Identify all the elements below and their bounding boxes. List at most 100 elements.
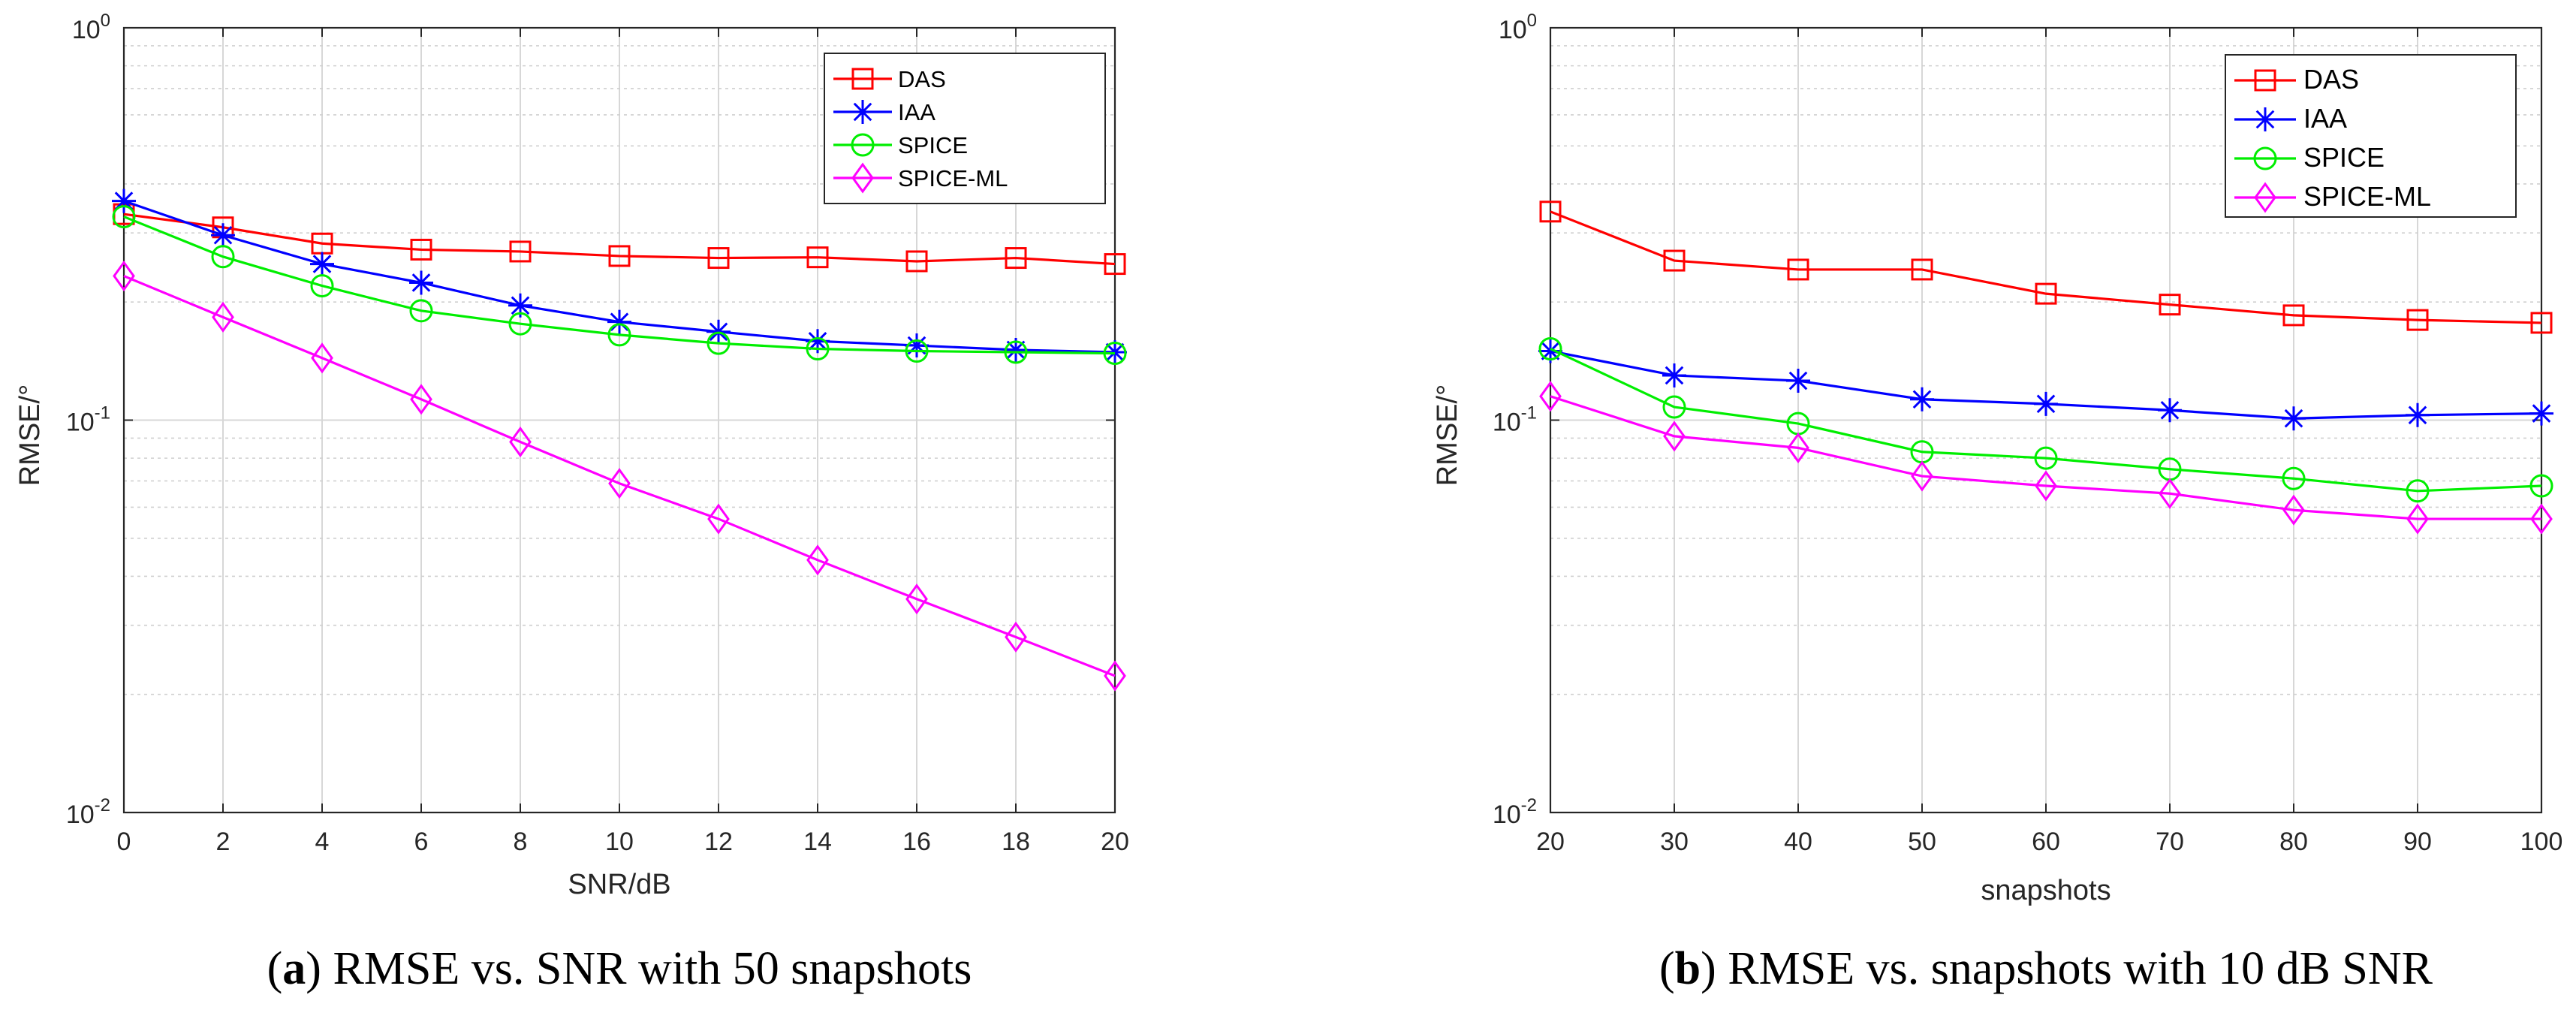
series-line-das (1550, 210, 2542, 324)
legend-label-das: DAS (898, 66, 946, 92)
data-point-das (905, 250, 928, 273)
x-axis-label: SNR/dB (568, 869, 670, 900)
y-tick-label: 10-2 (1493, 795, 1537, 829)
data-point-spice-ml (2159, 478, 2181, 509)
x-tick-label: 90 (2403, 828, 2432, 856)
data-point-iaa (905, 333, 929, 358)
data-point-spice-ml (2282, 494, 2305, 526)
data-point-iaa (1538, 339, 1562, 363)
legend-marker-iaa (2253, 107, 2277, 131)
data-point-iaa (2282, 406, 2306, 431)
legend-label-iaa: IAA (898, 99, 935, 125)
data-point-spice (2529, 474, 2553, 498)
legend: DAS IAA SPICE SPICE-ML (824, 53, 1106, 204)
data-point-das (608, 245, 631, 267)
data-point-spice-ml (806, 544, 829, 576)
x-tick-label: 18 (1002, 828, 1030, 856)
data-point-das (1005, 247, 1027, 270)
series-line-das (123, 213, 1116, 266)
data-point-iaa (508, 293, 532, 318)
data-point-iaa (1004, 337, 1028, 362)
x-axis: 0 2 4 6 8 10 12 14 16 18 20 (117, 28, 1129, 856)
legend-label-spice-ml: SPICE-ML (2303, 181, 2431, 212)
x-tick-label: 8 (514, 828, 528, 856)
data-point-spice (905, 339, 929, 363)
x-tick-label: 2 (216, 828, 230, 856)
data-point-spice (211, 245, 235, 269)
x-axis: 20 30 40 50 60 70 80 90 100 (1536, 28, 2562, 856)
data-point-iaa (607, 309, 631, 334)
x-tick-label: 16 (902, 828, 931, 856)
data-point-das (707, 247, 730, 270)
y-tick-label: 10-1 (1493, 403, 1537, 437)
legend-marker-iaa (851, 100, 875, 124)
data-point-iaa (806, 329, 830, 354)
legend-label-spice-ml: SPICE-ML (898, 165, 1008, 191)
series-das (1539, 200, 2553, 334)
data-point-spice (1538, 336, 1562, 360)
figure-caption: (b) RMSE vs. snapshots with 10 dB SNR (1659, 943, 2433, 994)
data-point-spice-ml (212, 301, 234, 333)
figure-caption: (a) RMSE vs. SNR with 50 snapshots (267, 943, 972, 994)
caption-text: RMSE vs. snapshots with 10 dB SNR (1728, 943, 2433, 994)
legend-marker-spice-ml (2254, 182, 2276, 213)
data-point-spice (806, 336, 830, 360)
data-point-spice (2034, 446, 2058, 470)
data-point-das (1663, 249, 1686, 272)
data-point-iaa (2034, 391, 2058, 416)
x-tick-label: 40 (1784, 828, 1812, 856)
chart-a: 0 2 4 6 8 10 12 14 16 18 20 10-2 10-1 100 SNR/dB RMSE/°… (14, 11, 1129, 994)
y-tick-label: 100 (72, 11, 110, 44)
x-tick-label: 70 (2156, 828, 2184, 856)
x-tick-label: 30 (1660, 828, 1689, 856)
data-point-spice (310, 274, 334, 298)
data-point-spice (707, 331, 731, 355)
data-point-spice-ml (2406, 503, 2429, 535)
data-point-spice-ml (2035, 470, 2057, 502)
y-tick-label: 100 (1499, 11, 1537, 44)
series-line-spice-ml (123, 275, 1116, 677)
data-point-spice-ml (707, 503, 730, 535)
caption-letter: b (1675, 943, 1701, 994)
data-point-das (2035, 282, 2057, 305)
x-tick-label: 60 (2032, 828, 2060, 856)
data-point-das (2530, 312, 2553, 334)
series-line-spice (1550, 348, 2542, 493)
data-point-das (2282, 304, 2305, 327)
x-tick-label: 0 (117, 828, 131, 856)
series-spice-ml (1539, 381, 2553, 535)
data-point-iaa (2158, 398, 2182, 423)
data-point-spice (607, 323, 631, 347)
y-axis-label: RMSE/° (14, 384, 46, 487)
data-point-spice (1103, 342, 1127, 366)
data-point-spice-ml (2530, 503, 2553, 535)
legend-marker-spice-ml (851, 162, 874, 194)
data-point-spice-ml (311, 342, 333, 374)
y-tick-label: 10-1 (66, 403, 110, 437)
data-point-das (2406, 309, 2429, 331)
legend: DAS IAA SPICE SPICE-ML (2225, 54, 2517, 218)
series-spice-ml (113, 260, 1126, 692)
caption-text: RMSE vs. SNR with 50 snapshots (333, 943, 972, 994)
caption-letter: a (282, 943, 306, 994)
legend-marker-das (2254, 69, 2276, 92)
data-point-das (1104, 253, 1126, 276)
data-point-iaa (112, 188, 136, 213)
series-spice (112, 205, 1127, 366)
series-line-spice (123, 216, 1116, 355)
x-tick-label: 6 (414, 828, 429, 856)
data-point-das (410, 238, 432, 261)
data-point-spice-ml (410, 384, 432, 415)
data-point-das (2159, 294, 2181, 316)
data-point-spice (409, 299, 433, 323)
data-point-spice (112, 205, 136, 229)
legend-label-das: DAS (2303, 64, 2359, 95)
data-point-spice (508, 312, 532, 336)
y-axis: 10-2 10-1 100 (1493, 11, 2541, 829)
y-tick-label: 10-2 (66, 795, 110, 829)
data-point-spice-ml (509, 426, 532, 458)
data-point-spice-ml (1663, 421, 1686, 452)
data-point-das (509, 240, 532, 263)
legend-label-spice: SPICE (2303, 142, 2385, 173)
data-point-iaa (1662, 363, 1686, 387)
